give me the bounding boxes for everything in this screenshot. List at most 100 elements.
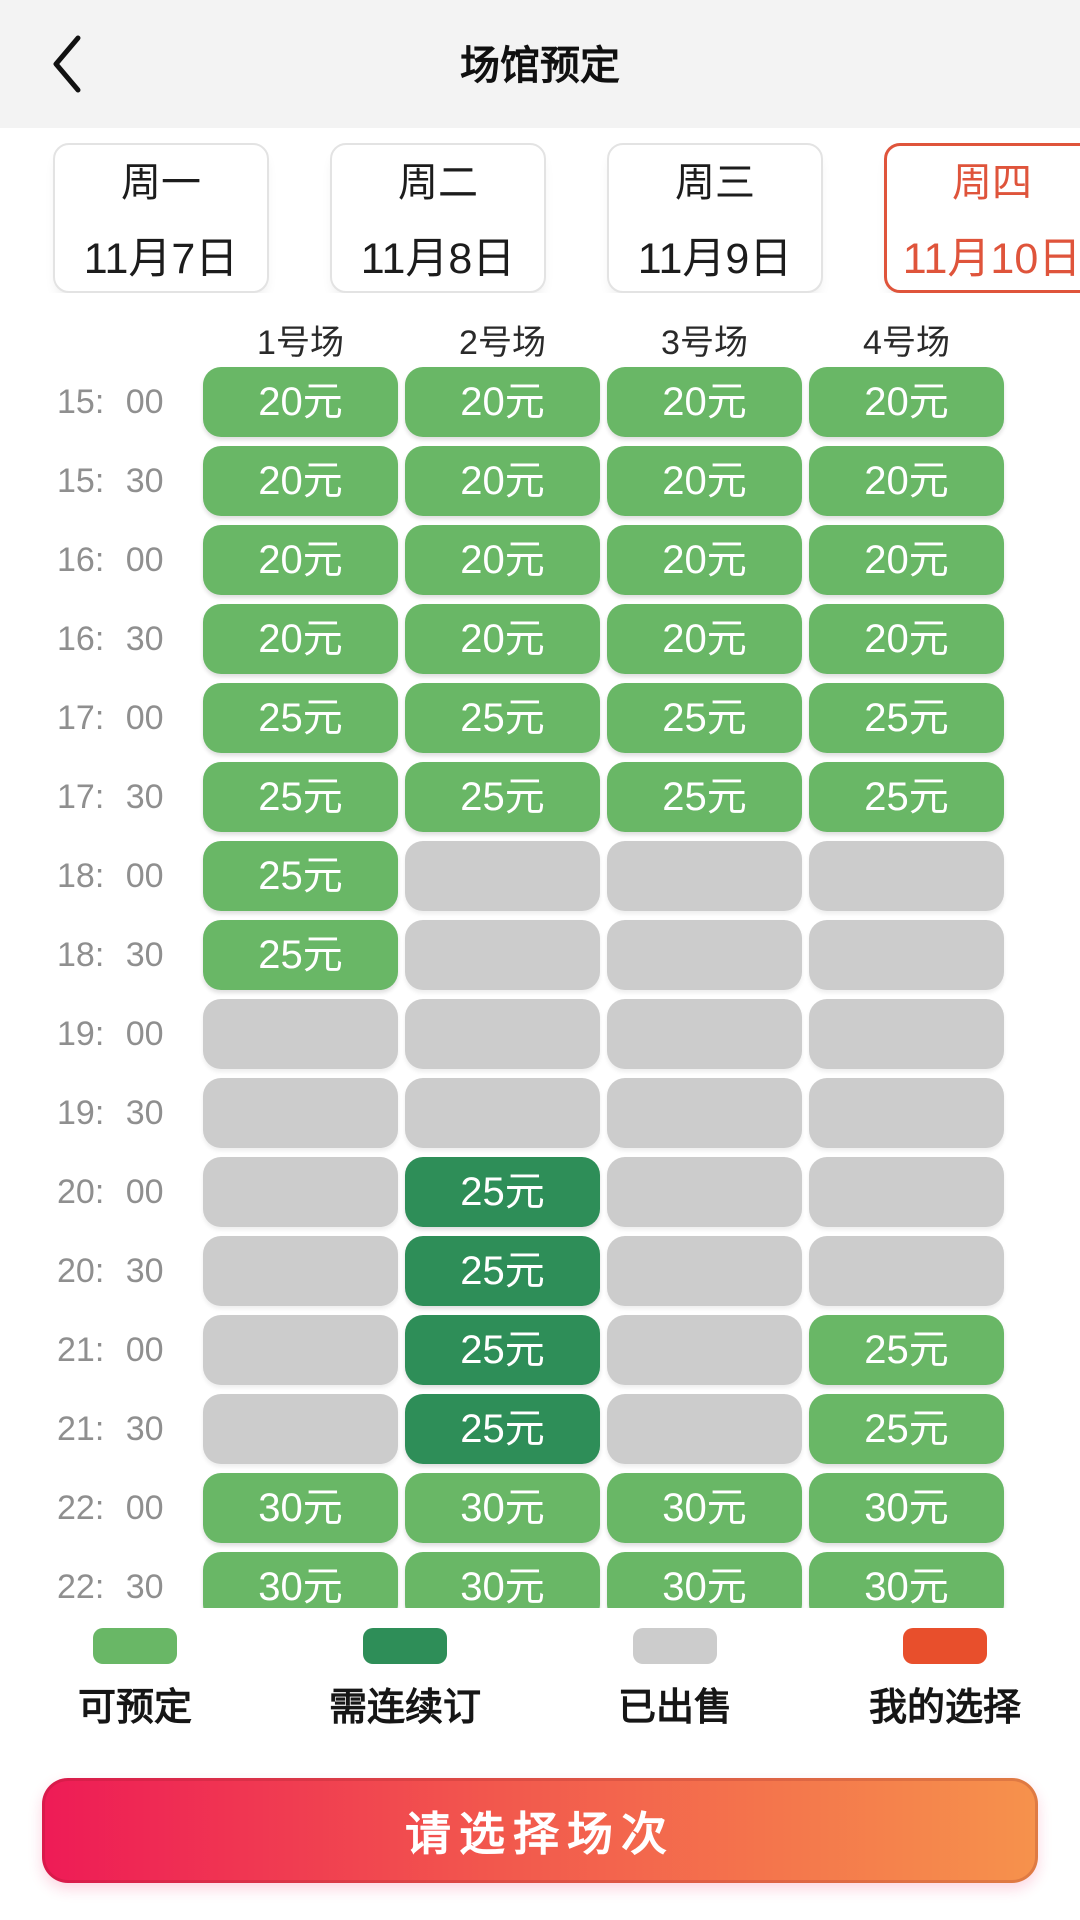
slot-available[interactable]: 30元 [405, 1473, 600, 1543]
slot-available[interactable]: 20元 [809, 525, 1004, 595]
schedule-row: 21: 00 25元 25元 [0, 1315, 1080, 1385]
date-weekday: 周一 [121, 161, 201, 205]
slot-available[interactable]: 30元 [607, 1473, 802, 1543]
slot-available[interactable]: 20元 [607, 367, 802, 437]
schedule-row: 20: 30 25元 [0, 1236, 1080, 1306]
legend-swatch [633, 1628, 717, 1664]
schedule-row: 17: 00 25元 25元 25元 25元 [0, 683, 1080, 753]
slot-available[interactable]: 25元 [203, 683, 398, 753]
time-label: 19: 30 [57, 1094, 164, 1132]
time-label: 15: 30 [57, 462, 164, 500]
slot-sold [607, 1157, 802, 1227]
time-label: 22: 30 [57, 1568, 164, 1606]
slot-sold [607, 841, 802, 911]
slot-available[interactable]: 20元 [809, 604, 1004, 674]
slot-available[interactable]: 30元 [809, 1552, 1004, 1608]
legend-label: 可预定 [77, 1687, 192, 1729]
slot-available[interactable]: 30元 [607, 1552, 802, 1608]
schedule-row: 22: 00 30元 30元 30元 30元 [0, 1473, 1080, 1543]
schedule-row: 15: 30 20元 20元 20元 20元 [0, 446, 1080, 516]
slot-available[interactable]: 20元 [203, 446, 398, 516]
slot-sold [203, 1078, 398, 1148]
legend-label: 已出售 [617, 1687, 732, 1729]
slot-available[interactable]: 25元 [203, 762, 398, 832]
date-tab-3[interactable]: 周三 11月9日 [607, 143, 823, 293]
date-tab-2[interactable]: 周二 11月8日 [330, 143, 546, 293]
slot-sold [203, 999, 398, 1069]
date-tab-4[interactable]: 周四 11月10日 [884, 143, 1080, 293]
slot-available[interactable]: 25元 [405, 683, 600, 753]
back-button[interactable] [44, 32, 88, 96]
chevron-left-icon [53, 35, 81, 93]
slot-sold [405, 920, 600, 990]
legend-item-3: 已出售 [540, 1628, 810, 1731]
slot-available[interactable]: 20元 [405, 525, 600, 595]
date-tab-1[interactable]: 周一 11月7日 [53, 143, 269, 293]
slot-available[interactable]: 20元 [405, 367, 600, 437]
app-header: 场馆预定 [0, 0, 1080, 128]
slot-available[interactable]: 20元 [809, 367, 1004, 437]
slot-available[interactable]: 25元 [203, 841, 398, 911]
slot-available[interactable]: 25元 [203, 920, 398, 990]
court-header-1: 1号场 [257, 324, 344, 362]
confirm-button[interactable]: 请选择场次 [42, 1778, 1038, 1883]
slot-sold [809, 920, 1004, 990]
time-label: 22: 00 [57, 1489, 164, 1527]
slot-available[interactable]: 25元 [809, 762, 1004, 832]
slot-available[interactable]: 25元 [809, 683, 1004, 753]
slot-available[interactable]: 20元 [405, 604, 600, 674]
slot-available[interactable]: 20元 [405, 446, 600, 516]
page-title: 场馆预定 [460, 44, 620, 88]
slot-available[interactable]: 30元 [809, 1473, 1004, 1543]
court-header-3: 3号场 [661, 324, 748, 362]
schedule-row: 21: 30 25元 25元 [0, 1394, 1080, 1464]
slot-consecutive[interactable]: 25元 [405, 1157, 600, 1227]
slot-available[interactable]: 20元 [607, 525, 802, 595]
slot-available[interactable]: 20元 [203, 367, 398, 437]
slot-sold [607, 1236, 802, 1306]
time-label: 20: 00 [57, 1173, 164, 1211]
time-label: 16: 00 [57, 541, 164, 579]
slot-available[interactable]: 30元 [405, 1552, 600, 1608]
schedule-row: 19: 00 [0, 999, 1080, 1069]
slot-consecutive[interactable]: 25元 [405, 1315, 600, 1385]
slot-available[interactable]: 20元 [607, 446, 802, 516]
slot-consecutive[interactable]: 25元 [405, 1394, 600, 1464]
slot-sold [203, 1394, 398, 1464]
slot-available[interactable]: 30元 [203, 1552, 398, 1608]
time-label: 15: 00 [57, 383, 164, 421]
slot-available[interactable]: 25元 [607, 683, 802, 753]
time-label: 17: 30 [57, 778, 164, 816]
slot-available[interactable]: 25元 [607, 762, 802, 832]
schedule-row: 18: 00 25元 [0, 841, 1080, 911]
schedule-row: 18: 30 25元 [0, 920, 1080, 990]
slot-sold [607, 1315, 802, 1385]
slot-available[interactable]: 30元 [203, 1473, 398, 1543]
slot-available[interactable]: 20元 [607, 604, 802, 674]
slot-available[interactable]: 25元 [809, 1394, 1004, 1464]
slot-consecutive[interactable]: 25元 [405, 1236, 600, 1306]
schedule-row: 16: 30 20元 20元 20元 20元 [0, 604, 1080, 674]
date-weekday: 周四 [952, 161, 1032, 205]
time-label: 21: 30 [57, 1410, 164, 1448]
schedule-viewport[interactable]: 1号场 2号场 3号场 4号场 15: 00 20元 20元 20元 20元 15: 30 20元… [0, 293, 1080, 1608]
legend-swatch [93, 1628, 177, 1664]
slot-sold [203, 1315, 398, 1385]
slot-sold [405, 1078, 600, 1148]
slot-sold [203, 1236, 398, 1306]
legend-item-1: 可预定 [0, 1628, 270, 1731]
slot-available[interactable]: 20元 [203, 604, 398, 674]
slot-sold [809, 1078, 1004, 1148]
court-header-row: 1号场 2号场 3号场 4号场 [0, 293, 1080, 363]
slot-available[interactable]: 25元 [809, 1315, 1004, 1385]
legend-item-4: 我的选择 [810, 1628, 1080, 1731]
slot-available[interactable]: 20元 [203, 525, 398, 595]
slot-available[interactable]: 25元 [405, 762, 600, 832]
schedule-row: 19: 30 [0, 1078, 1080, 1148]
slot-sold [405, 841, 600, 911]
time-label: 20: 30 [57, 1252, 164, 1290]
slot-sold [607, 1394, 802, 1464]
schedule-row: 17: 30 25元 25元 25元 25元 [0, 762, 1080, 832]
slot-available[interactable]: 20元 [809, 446, 1004, 516]
date-value: 11月8日 [360, 235, 516, 283]
